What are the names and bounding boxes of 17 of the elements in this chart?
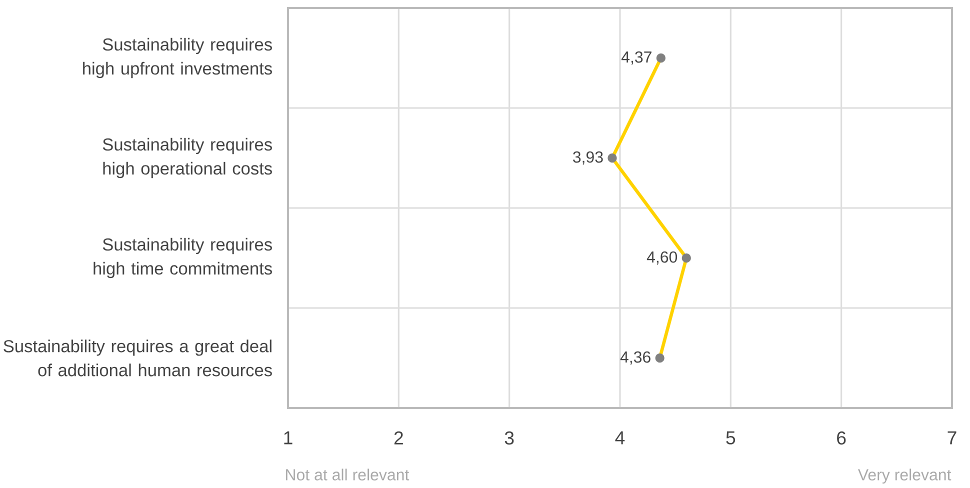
x-tick-label: 1 bbox=[284, 431, 292, 444]
data-label: 4,36 bbox=[620, 351, 650, 365]
data-label: 4,60 bbox=[646, 251, 678, 265]
x-tick-label: 7 bbox=[948, 431, 956, 444]
x-tick-label: 3 bbox=[504, 431, 514, 445]
data-label: 4,37 bbox=[621, 51, 652, 65]
y-tick-label: Sustainability requires high upfront investments bbox=[83, 38, 272, 78]
x-tick-label: 4 bbox=[615, 431, 625, 444]
y-tick-label: Sustainability requires a great deal of additional human resources bbox=[4, 340, 272, 376]
text: Very relevant bbox=[858, 468, 952, 484]
x-tick-label: 2 bbox=[394, 431, 403, 444]
y-tick-label: Sustainability requires high operational costs bbox=[102, 138, 272, 178]
text: Not at all relevant bbox=[286, 468, 410, 480]
data-label: 3,93 bbox=[573, 151, 603, 165]
x-tick-label: 6 bbox=[837, 431, 846, 445]
y-tick-label: Sustainability requires high time commitments bbox=[94, 238, 272, 278]
x-tick-label: 5 bbox=[726, 431, 736, 444]
